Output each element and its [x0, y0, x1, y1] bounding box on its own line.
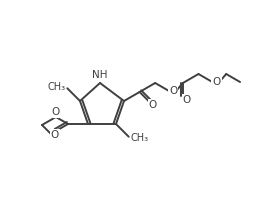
Text: O: O — [51, 130, 59, 140]
Text: NH: NH — [92, 70, 108, 80]
Text: N: N — [96, 71, 104, 80]
Text: H: H — [96, 70, 104, 80]
Text: O: O — [183, 95, 191, 105]
Text: O: O — [149, 100, 157, 110]
Text: CH₃: CH₃ — [131, 133, 149, 143]
Text: CH₃: CH₃ — [47, 82, 65, 92]
Text: O: O — [169, 86, 177, 96]
Text: O: O — [52, 107, 60, 117]
Text: O: O — [212, 77, 220, 87]
